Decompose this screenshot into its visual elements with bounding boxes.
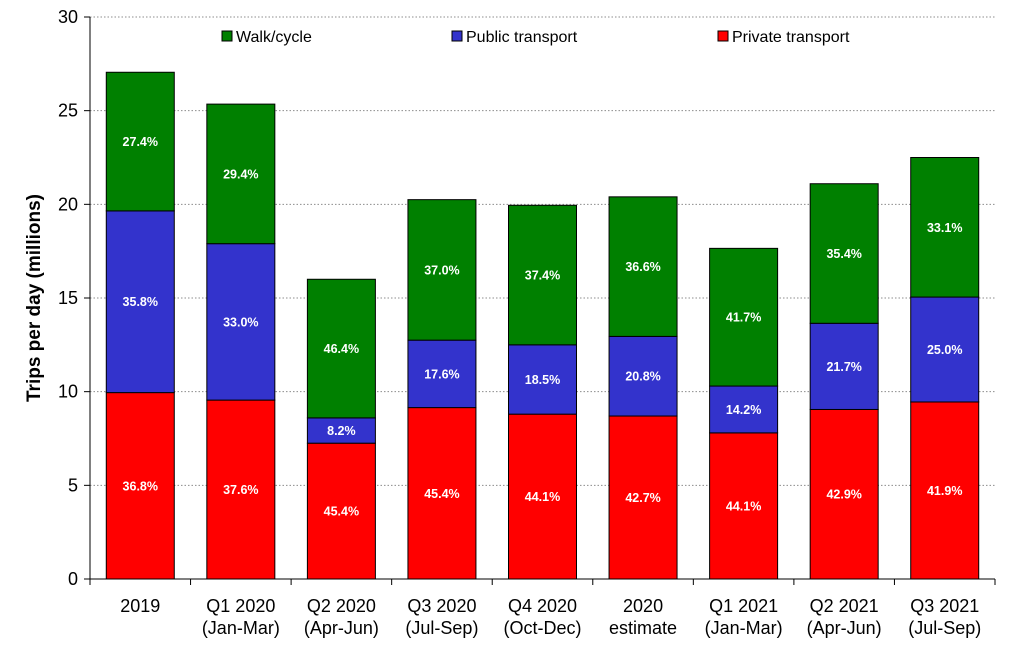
bar-segment <box>306 442 376 580</box>
legend-label: Public transport <box>466 29 578 46</box>
bar-segment <box>709 432 779 580</box>
x-tick-label: 2019 <box>120 596 160 616</box>
x-tick-label: Q1 2021 <box>709 596 778 616</box>
bar-segment <box>105 71 175 212</box>
data-label: 35.4% <box>826 247 861 261</box>
bar-segment <box>206 103 276 245</box>
data-label: 42.9% <box>826 488 861 502</box>
bar-segment <box>105 392 175 580</box>
x-tick-label: Q3 2020 <box>407 596 476 616</box>
data-label: 37.0% <box>424 263 459 277</box>
bar-segment <box>306 278 376 419</box>
x-tick-label: Q3 2021 <box>910 596 979 616</box>
bar-segment <box>910 401 980 580</box>
data-label: 46.4% <box>324 342 359 356</box>
y-axis-label: Trips per day (millions) <box>24 194 45 402</box>
data-label: 41.9% <box>927 484 962 498</box>
x-tick-label: Q2 2021 <box>810 596 879 616</box>
legend-swatch <box>221 30 233 42</box>
data-label: 17.6% <box>424 367 459 381</box>
data-label: 33.0% <box>223 315 258 329</box>
data-label: 8.2% <box>327 424 356 438</box>
bar-segment <box>508 344 577 415</box>
bar-segment <box>407 407 477 580</box>
bar-segment <box>206 399 276 580</box>
bar-segment <box>910 296 980 403</box>
data-label: 44.1% <box>525 490 560 504</box>
y-tick-label: 30 <box>58 7 78 27</box>
y-tick-label: 10 <box>58 382 78 402</box>
bar-segment <box>508 413 577 580</box>
data-label: 35.8% <box>123 295 158 309</box>
legend-label: Walk/cycle <box>236 29 312 46</box>
data-label: 37.6% <box>223 483 258 497</box>
legend-label: Private transport <box>732 29 850 46</box>
bar-segment <box>508 204 577 346</box>
bar-segment <box>608 196 678 337</box>
x-tick-label: (Jul-Sep) <box>908 618 981 638</box>
data-label: 45.4% <box>324 505 359 519</box>
bar-segment <box>809 322 879 410</box>
bar-segment <box>709 385 779 434</box>
data-label: 27.4% <box>123 135 158 149</box>
data-label: 36.8% <box>123 479 158 493</box>
legend: Walk/cycle Public transport Private transp… <box>221 29 850 46</box>
bar-segment <box>910 157 980 298</box>
y-tick-label: 5 <box>68 475 78 495</box>
data-label: 45.4% <box>424 487 459 501</box>
bar-segment <box>608 335 678 417</box>
x-tick-label: (Jul-Sep) <box>405 618 478 638</box>
y-tick-label: 20 <box>58 194 78 214</box>
bar-segment <box>407 199 477 341</box>
bar-segment <box>709 247 779 387</box>
x-tick-label: 2020 <box>623 596 663 616</box>
x-tick-label: Q4 2020 <box>508 596 577 616</box>
data-label: 20.8% <box>625 370 660 384</box>
x-tick-label: Q1 2020 <box>206 596 275 616</box>
data-label: 37.4% <box>525 269 560 283</box>
data-label: 14.2% <box>726 403 761 417</box>
data-label: 36.6% <box>625 260 660 274</box>
bar-segment <box>809 183 879 324</box>
data-label: 33.1% <box>927 221 962 235</box>
x-tick-label: (Oct-Dec) <box>504 618 582 638</box>
x-tick-label: Q2 2020 <box>307 596 376 616</box>
y-tick-label: 25 <box>58 101 78 121</box>
x-tick-label: estimate <box>609 618 677 638</box>
bars: 36.8% 35.8% 27.4% 37.6% 33.0% 29.4% 45.4% 8.2% 4… <box>105 71 980 580</box>
data-label: 29.4% <box>223 167 258 181</box>
x-tick-label: (Apr-Jun) <box>304 618 379 638</box>
x-tick-label: (Jan-Mar) <box>705 618 783 638</box>
legend-swatch <box>717 30 729 42</box>
x-tick-label: (Jan-Mar) <box>202 618 280 638</box>
bar-segment <box>105 210 175 394</box>
data-label: 41.7% <box>726 311 761 325</box>
data-label: 44.1% <box>726 499 761 513</box>
y-tick-label: 15 <box>58 288 78 308</box>
bar-segment <box>306 417 376 444</box>
data-label: 18.5% <box>525 373 560 387</box>
bar-segment <box>809 408 879 580</box>
bar-segment <box>206 243 276 401</box>
x-tick-label: (Apr-Jun) <box>807 618 882 638</box>
data-label: 25.0% <box>927 343 962 357</box>
data-label: 42.7% <box>625 491 660 505</box>
legend-swatch <box>451 30 463 42</box>
data-label: 21.7% <box>826 360 861 374</box>
y-tick-label: 0 <box>68 569 78 589</box>
